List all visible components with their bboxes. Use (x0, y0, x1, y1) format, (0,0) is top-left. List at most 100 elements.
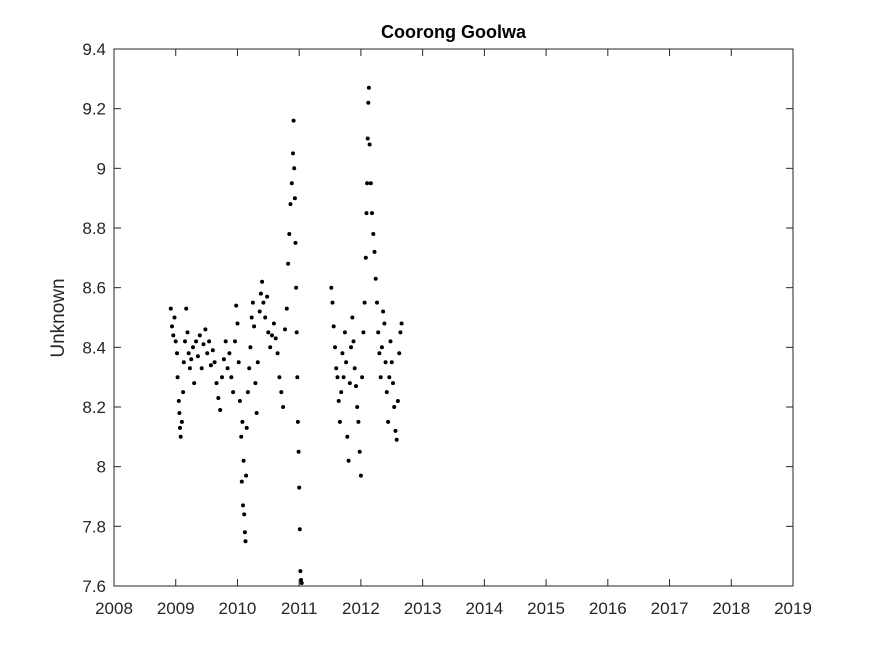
y-tick-label: 7.8 (82, 517, 106, 536)
data-point (237, 399, 242, 403)
data-point (394, 437, 399, 442)
data-point (365, 181, 370, 186)
data-point (229, 375, 234, 380)
data-point (244, 425, 249, 430)
data-point (295, 419, 300, 424)
data-point (391, 381, 395, 386)
data-point (366, 100, 371, 105)
data-point (184, 306, 189, 311)
data-point (388, 339, 393, 344)
data-point (270, 333, 274, 338)
data-point (345, 434, 350, 439)
data-point (245, 390, 250, 395)
x-tick-label: 2016 (589, 599, 627, 618)
data-point (392, 405, 397, 409)
data-point (367, 142, 372, 147)
data-point (378, 375, 383, 380)
x-tick-label: 2011 (281, 599, 318, 618)
data-point (295, 375, 300, 380)
data-point (241, 458, 246, 463)
data-point (354, 384, 358, 389)
data-point (214, 381, 219, 386)
data-point (341, 375, 346, 380)
data-point (366, 85, 371, 90)
data-point (207, 339, 212, 344)
data-point (277, 375, 282, 380)
data-point (194, 339, 199, 344)
data-point (361, 330, 366, 335)
data-point (236, 360, 241, 365)
data-point (294, 285, 299, 290)
data-point (362, 300, 367, 305)
y-tick-label: 9 (97, 159, 106, 178)
data-point (371, 232, 376, 236)
data-point (248, 345, 253, 350)
plot-area-frame (113, 48, 794, 587)
data-point (284, 306, 289, 311)
data-point (221, 357, 226, 362)
y-tick-label: 9.2 (82, 100, 106, 119)
data-point (178, 425, 182, 430)
data-point (365, 136, 370, 141)
data-point (218, 408, 223, 412)
y-tick-label: 8.6 (82, 279, 106, 298)
data-point (346, 458, 351, 463)
data-point (379, 345, 384, 350)
data-point (275, 351, 280, 356)
data-point (242, 512, 247, 517)
data-point (263, 315, 268, 320)
data-point (212, 360, 217, 365)
data-point (384, 390, 389, 395)
data-point (342, 330, 347, 335)
data-point (186, 351, 191, 356)
data-point (333, 345, 337, 350)
data-point (181, 390, 186, 395)
data-point (288, 202, 293, 207)
data-point (240, 419, 245, 424)
data-point (234, 303, 239, 308)
data-point (358, 473, 363, 478)
data-point (168, 306, 173, 311)
data-point (293, 240, 298, 245)
y-axis: 7.6 7.8 8 8.2 8.4 8.6 8.8 9 9.2 9.4 (82, 40, 793, 596)
data-point (350, 315, 355, 320)
x-tick-label: 2013 (404, 599, 442, 618)
data-point (258, 291, 263, 296)
data-point (287, 232, 292, 236)
data-point (216, 396, 221, 400)
data-point (352, 366, 357, 371)
data-point (344, 360, 349, 365)
y-tick-label: 8 (97, 458, 106, 477)
data-point (225, 366, 230, 371)
x-tick-label: 2015 (527, 599, 565, 618)
x-tick-label: 2009 (157, 599, 195, 618)
data-point (335, 375, 340, 380)
data-point (330, 300, 335, 305)
data-point (197, 333, 202, 338)
data-point (351, 339, 356, 344)
data-point (347, 381, 352, 386)
data-point (329, 285, 334, 290)
data-point (294, 330, 299, 335)
data-point (381, 309, 386, 314)
data-point (261, 300, 266, 305)
data-point (279, 390, 284, 395)
data-point (199, 366, 204, 371)
data-point (185, 330, 190, 335)
x-tick-label: 2010 (219, 599, 257, 618)
data-point (292, 196, 297, 201)
data-point (181, 360, 186, 365)
x-axis: 2008 2009 2010 2011 2012 2013 2014 2015 2016 2017… (95, 49, 812, 618)
data-point (170, 324, 174, 329)
data-point (239, 434, 244, 439)
data-point (292, 166, 297, 171)
data-point (243, 539, 248, 544)
data-point (389, 360, 394, 365)
y-tick-label: 8.8 (82, 219, 106, 238)
data-point (289, 181, 294, 186)
data-point (242, 530, 247, 535)
data-point (250, 300, 255, 305)
x-tick-label: 2012 (342, 599, 380, 618)
data-point (373, 276, 378, 281)
